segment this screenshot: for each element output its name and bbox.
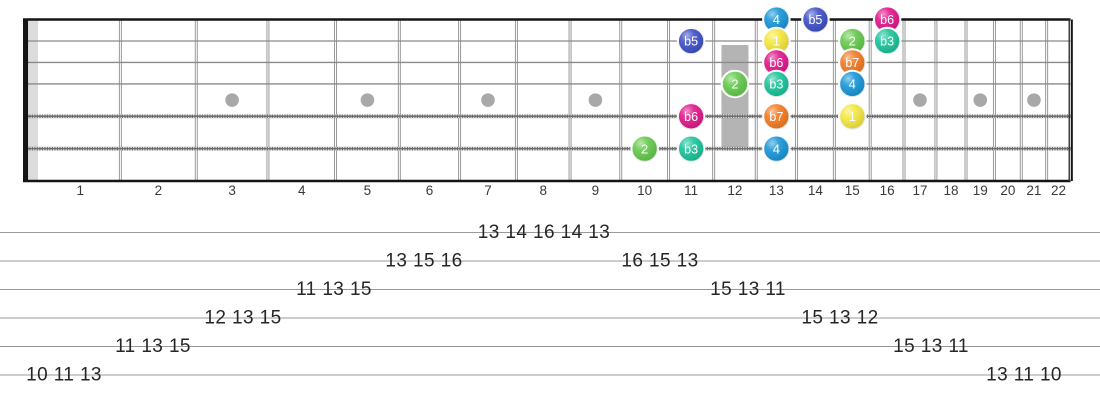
svg-text:11: 11 bbox=[684, 183, 698, 198]
svg-text:1: 1 bbox=[76, 183, 84, 198]
svg-text:21: 21 bbox=[1026, 183, 1041, 198]
svg-text:12: 12 bbox=[727, 183, 742, 198]
svg-text:9: 9 bbox=[592, 183, 600, 198]
svg-text:2: 2 bbox=[641, 141, 648, 156]
svg-text:8: 8 bbox=[539, 183, 547, 198]
svg-text:13 14 16 14 13: 13 14 16 14 13 bbox=[478, 222, 610, 243]
svg-text:22: 22 bbox=[1051, 183, 1066, 198]
svg-text:2: 2 bbox=[155, 183, 163, 198]
svg-text:5: 5 bbox=[364, 183, 372, 198]
svg-text:13 11 10: 13 11 10 bbox=[986, 365, 1062, 386]
svg-text:18: 18 bbox=[943, 183, 958, 198]
svg-text:15 13 11: 15 13 11 bbox=[893, 336, 969, 357]
svg-text:b6: b6 bbox=[880, 13, 894, 27]
svg-text:b6: b6 bbox=[769, 56, 783, 70]
svg-text:10 11 13: 10 11 13 bbox=[26, 365, 102, 386]
svg-text:4: 4 bbox=[298, 183, 306, 198]
svg-text:3: 3 bbox=[228, 183, 236, 198]
svg-text:b5: b5 bbox=[684, 35, 698, 49]
svg-text:14: 14 bbox=[808, 183, 824, 198]
svg-text:4: 4 bbox=[773, 12, 780, 27]
svg-text:b3: b3 bbox=[880, 35, 894, 49]
svg-text:6: 6 bbox=[426, 183, 434, 198]
svg-text:15 13 11: 15 13 11 bbox=[710, 279, 786, 300]
svg-text:2: 2 bbox=[731, 77, 738, 92]
svg-text:10: 10 bbox=[637, 183, 652, 198]
svg-text:b5: b5 bbox=[808, 13, 822, 27]
svg-text:11 13 15: 11 13 15 bbox=[296, 279, 372, 300]
svg-text:1: 1 bbox=[773, 34, 780, 49]
svg-text:1: 1 bbox=[849, 109, 856, 124]
svg-text:b3: b3 bbox=[684, 142, 698, 156]
svg-text:13 15 16: 13 15 16 bbox=[385, 251, 462, 272]
svg-text:15: 15 bbox=[845, 183, 860, 198]
svg-text:13: 13 bbox=[769, 183, 784, 198]
svg-text:11 13 15: 11 13 15 bbox=[115, 336, 191, 357]
svg-text:15 13 12: 15 13 12 bbox=[801, 308, 878, 329]
svg-text:2: 2 bbox=[849, 34, 856, 49]
svg-text:7: 7 bbox=[484, 183, 492, 198]
svg-text:19: 19 bbox=[973, 183, 988, 198]
svg-text:12 13 15: 12 13 15 bbox=[204, 308, 281, 329]
svg-text:4: 4 bbox=[849, 77, 856, 92]
svg-text:b7: b7 bbox=[845, 56, 859, 70]
svg-text:20: 20 bbox=[1000, 183, 1015, 198]
svg-text:b7: b7 bbox=[769, 110, 783, 124]
svg-text:4: 4 bbox=[773, 141, 780, 156]
svg-text:16: 16 bbox=[880, 183, 895, 198]
svg-text:b3: b3 bbox=[769, 78, 783, 92]
svg-text:b6: b6 bbox=[684, 110, 698, 124]
svg-text:16 15 13: 16 15 13 bbox=[621, 251, 698, 272]
svg-text:17: 17 bbox=[912, 183, 927, 198]
